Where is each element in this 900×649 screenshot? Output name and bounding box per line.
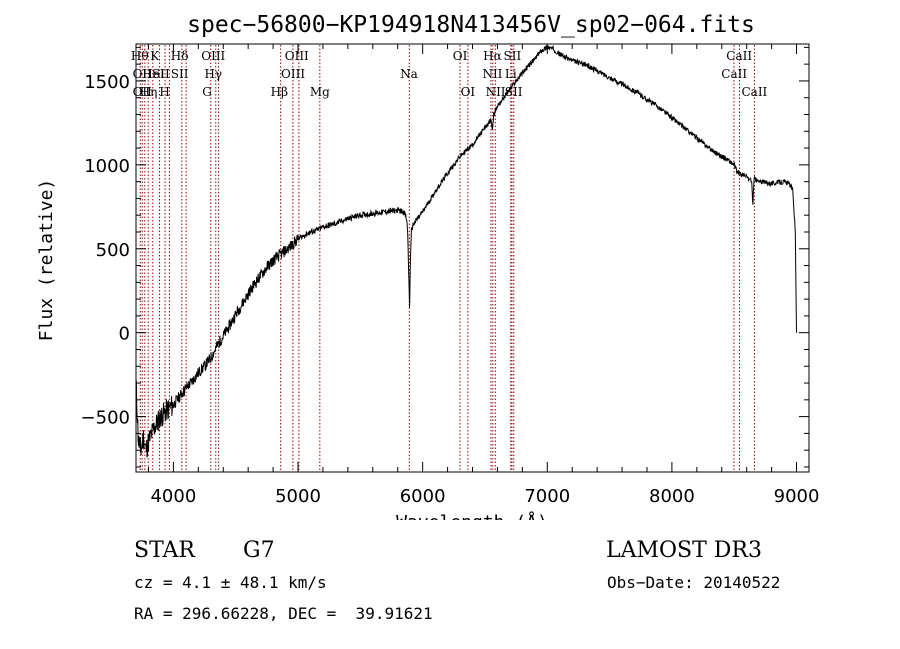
spectral-line-label: OIII	[201, 49, 225, 63]
line-markers	[139, 45, 755, 471]
x-tick-label: 8000	[649, 486, 695, 507]
spectral-line-label: OIII	[285, 49, 309, 63]
spectral-line-label: NII	[482, 67, 502, 81]
spectral-line-label: Hη	[140, 85, 158, 99]
spectral-line-label: OII	[133, 67, 153, 81]
x-tick-label: 4000	[150, 486, 196, 507]
plot-frame	[135, 43, 810, 473]
y-axis: −500 0 500 1000 1500	[81, 46, 809, 468]
x-tick-label: 7000	[524, 486, 570, 507]
redshift-readout: cz = 4.1 ± 48.1 km/s	[134, 573, 327, 592]
obs-date: Obs−Date: 20140522	[607, 573, 781, 592]
spectrum-line	[135, 44, 797, 458]
spectral-line-label: NII	[486, 85, 506, 99]
spectral-line-label: OI	[461, 85, 476, 99]
y-tick-label: 1000	[84, 156, 130, 177]
spectral-line-label: Hα	[483, 49, 502, 63]
spectral-line-label: Hδ	[171, 49, 189, 63]
y-tick-label: −500	[81, 408, 130, 429]
spectral-line-label: Na	[400, 67, 418, 81]
x-tick-label: 5000	[275, 486, 321, 507]
y-tick-label: 0	[119, 324, 130, 345]
object-subclass: G7	[243, 538, 275, 563]
spectral-line-label: H	[159, 85, 169, 99]
spectrum-series	[135, 44, 797, 458]
spectral-line-label: SII	[504, 49, 522, 63]
x-axis-label: Wavelength (Å)	[396, 511, 548, 520]
spectral-line-label: G	[202, 85, 212, 99]
spectral-line-label: CaII	[721, 67, 747, 81]
y-tick-label: 1500	[84, 72, 130, 93]
spectral-line-label: Hθ	[131, 49, 149, 63]
spectral-line-label: SII	[171, 67, 189, 81]
spectral-line-label: OI	[453, 49, 468, 63]
object-class: STAR	[134, 538, 195, 563]
spectral-line-label: Mg	[310, 85, 330, 99]
spectral-line-label: SII	[505, 85, 523, 99]
spectral-line-label: K	[150, 49, 160, 63]
x-axis: 4000 5000 6000 7000 8000 9000	[147, 44, 820, 507]
spectral-line-label: Hβ	[271, 85, 288, 99]
spectral-line-label: Hγ	[204, 67, 222, 81]
x-tick-label: 9000	[774, 486, 820, 507]
chart-title: spec−56800−KP194918N413456V_sp02−064.fit…	[187, 12, 755, 38]
x-tick-label: 6000	[400, 486, 446, 507]
spectral-line-label: Li	[505, 67, 517, 81]
spectral-line-label: CaII	[741, 85, 767, 99]
y-axis-label: Flux (relative)	[36, 179, 57, 342]
coordinates: RA = 296.66228, DEC = 39.91621	[134, 604, 433, 623]
spectral-line-label: HeI	[142, 67, 165, 81]
survey-name: LAMOST DR3	[606, 538, 762, 563]
spectral-line-label: SII	[152, 67, 170, 81]
spectral-line-label: CaII	[726, 49, 752, 63]
spectrum-chart: spec−56800−KP194918N413456V_sp02−064.fit…	[36, 12, 820, 520]
spectral-line-label: OIII	[281, 67, 305, 81]
spectral-line-label: OII	[133, 85, 153, 99]
y-tick-label: 500	[96, 240, 130, 261]
